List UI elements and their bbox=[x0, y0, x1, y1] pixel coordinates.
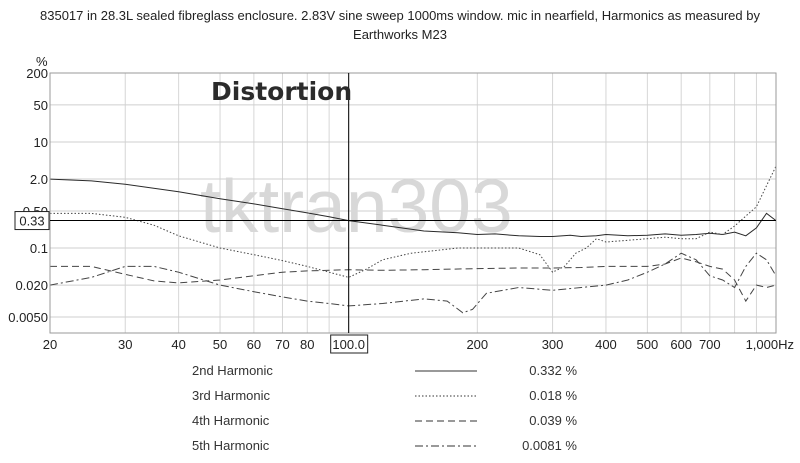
x-axis: 20 30 40 50 60 70 80 200 300 400 500 600 700 1,000Hz bbox=[43, 337, 794, 352]
legend-item-value: 0.018 % bbox=[529, 388, 577, 403]
legend-line-swatch bbox=[415, 445, 477, 447]
y-tick-label: 0.0050 bbox=[8, 310, 48, 325]
legend-item: 3rd Harmonic 0.018 % bbox=[0, 386, 800, 406]
cursor-readouts: 0.33 100.0 bbox=[14, 211, 369, 354]
x-tick-label: 50 bbox=[213, 337, 227, 352]
legend-item-name: 5th Harmonic bbox=[192, 438, 270, 453]
cursor-y-readout: 0.33 bbox=[19, 214, 44, 229]
legend-item-name: 2nd Harmonic bbox=[192, 363, 273, 378]
cursor[interactable] bbox=[50, 73, 776, 333]
legend-item-value: 0.039 % bbox=[529, 413, 577, 428]
series-line-3rd-harmonic bbox=[50, 165, 777, 278]
legend-item-name: 3rd Harmonic bbox=[192, 388, 271, 403]
x-tick-label: 60 bbox=[247, 337, 261, 352]
x-tick-label: 700 bbox=[699, 337, 721, 352]
x-tick-label: 40 bbox=[171, 337, 185, 352]
x-tick-label: 30 bbox=[118, 337, 132, 352]
x-tick-label: 200 bbox=[466, 337, 488, 352]
legend-line-swatch bbox=[415, 370, 477, 372]
x-tick-label: 600 bbox=[670, 337, 692, 352]
legend-item: 5th Harmonic 0.0081 % bbox=[0, 436, 800, 456]
y-tick-label: 0.1 bbox=[30, 241, 48, 256]
legend-item: 4th Harmonic 0.039 % bbox=[0, 411, 800, 431]
y-tick-label: 2.0 bbox=[30, 172, 48, 187]
y-axis-unit: % bbox=[36, 54, 48, 69]
subtitle-line-2: Earthworks M23 bbox=[353, 27, 447, 42]
legend-item-value: 0.0081 % bbox=[522, 438, 577, 453]
x-tick-label: 400 bbox=[595, 337, 617, 352]
chart-subtitle: 835017 in 28.3L sealed fibreglass enclos… bbox=[0, 6, 800, 44]
x-tick-label: 300 bbox=[542, 337, 564, 352]
x-tick-label: 1,000Hz bbox=[746, 337, 794, 352]
cursor-x-readout: 100.0 bbox=[332, 337, 365, 352]
y-tick-label: 0.020 bbox=[15, 278, 48, 293]
chart-title: Distortion bbox=[211, 77, 352, 106]
x-tick-label: 80 bbox=[300, 337, 314, 352]
series-line-4th-harmonic bbox=[50, 257, 777, 303]
legend-line-swatch bbox=[415, 420, 477, 422]
series-line-5th-harmonic bbox=[49, 252, 777, 314]
legend-line-swatch bbox=[415, 395, 477, 397]
legend-item: 2nd Harmonic 0.332 % bbox=[0, 361, 800, 381]
subtitle-line-1: 835017 in 28.3L sealed fibreglass enclos… bbox=[40, 8, 760, 23]
series-line-2nd-harmonic bbox=[49, 178, 777, 238]
x-tick-label: 500 bbox=[637, 337, 659, 352]
legend-item-value: 0.332 % bbox=[529, 363, 577, 378]
y-tick-label: 10 bbox=[34, 135, 48, 150]
series-group bbox=[49, 165, 777, 314]
watermark: tktran303 bbox=[200, 164, 513, 248]
y-tick-label: 50 bbox=[34, 98, 48, 113]
plot-frame bbox=[49, 72, 777, 334]
legend-item-name: 4th Harmonic bbox=[192, 413, 270, 428]
x-tick-label: 20 bbox=[43, 337, 57, 352]
x-tick-label: 70 bbox=[275, 337, 289, 352]
cursor-y-readout-box bbox=[14, 211, 50, 231]
cursor-x-readout-box bbox=[330, 334, 369, 354]
y-tick-label: 200 bbox=[26, 66, 48, 81]
